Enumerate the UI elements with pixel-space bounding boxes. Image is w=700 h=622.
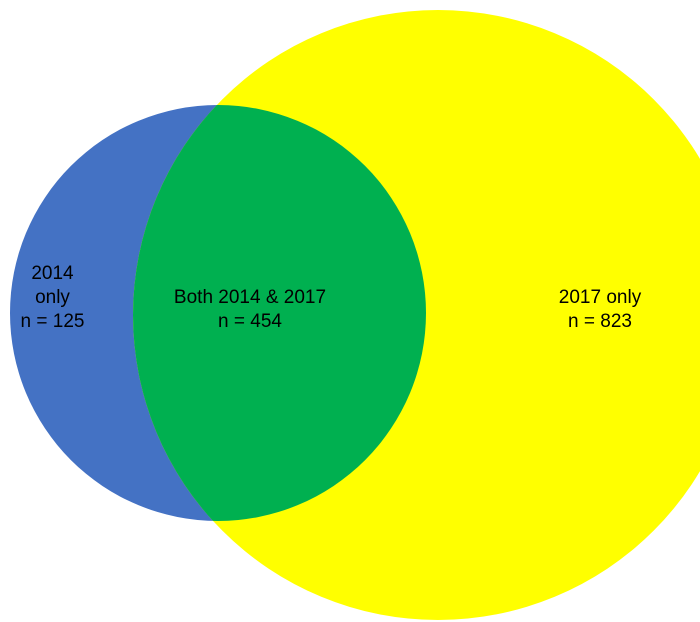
label-2014-only-line1: 2014 xyxy=(31,263,74,284)
label-2014-only: 2014 only n = 125 xyxy=(5,262,100,334)
label-2014-only-count: n = 125 xyxy=(20,311,85,332)
label-both: Both 2014 & 2017 n = 454 xyxy=(150,286,350,334)
label-both-line1: Both 2014 & 2017 xyxy=(173,287,327,308)
label-2017-only-line1: 2017 only xyxy=(558,287,642,308)
label-2014-only-line2: only xyxy=(35,287,70,308)
label-2017-only: 2017 only n = 823 xyxy=(525,286,675,334)
label-both-count: n = 454 xyxy=(218,311,282,332)
intersection-2014-2017 xyxy=(133,105,426,521)
label-2017-only-count: n = 823 xyxy=(568,311,632,332)
